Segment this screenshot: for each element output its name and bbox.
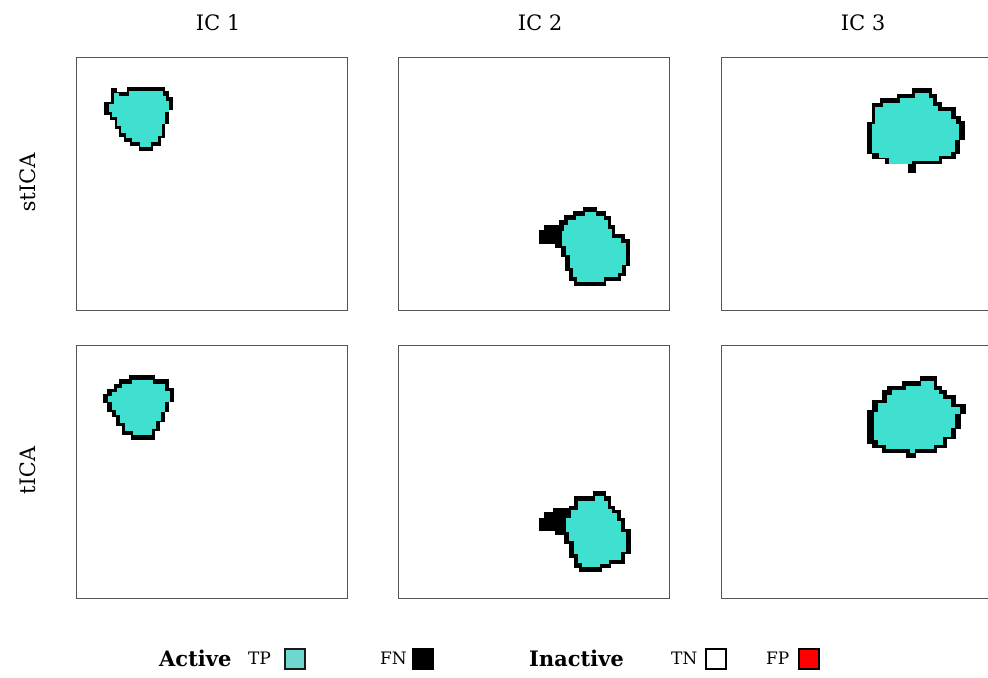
panel-tica-ic1	[76, 345, 348, 599]
legend: Active TP FN Inactive TN FP	[0, 644, 988, 674]
activation-map-tica-ic1	[103, 375, 174, 440]
legend-swatch-tn	[705, 648, 727, 670]
true-positive-region	[108, 380, 170, 435]
true-positive-region	[109, 91, 169, 147]
legend-inactive-heading: Inactive	[529, 646, 624, 671]
activation-map-stica-ic3	[867, 88, 965, 173]
legend-label-fn: FN	[380, 649, 407, 669]
row-label-tica: tICA	[16, 446, 40, 494]
panel-tica-ic3	[721, 345, 988, 599]
legend-swatch-fn	[412, 648, 434, 670]
column-header-ic3: IC 3	[840, 11, 886, 35]
panel-stica-ic2	[398, 57, 670, 311]
activation-map-stica-ic1	[104, 87, 173, 151]
true-positive-region	[874, 381, 960, 453]
column-header-ic2: IC 2	[517, 11, 563, 35]
legend-label-fp: FP	[766, 649, 790, 669]
activation-map-tica-ic3	[867, 376, 966, 458]
true-positive-region	[562, 212, 626, 282]
legend-label-tn: TN	[671, 649, 698, 669]
true-positive-region	[566, 496, 626, 567]
true-positive-region	[872, 93, 959, 164]
panel-stica-ic1	[76, 57, 348, 311]
row-label-stica: stICA	[16, 152, 40, 212]
panel-stica-ic3	[721, 57, 988, 311]
legend-swatch-tp	[284, 648, 306, 670]
panel-tica-ic2	[398, 345, 670, 599]
column-header-ic1: IC 1	[195, 11, 241, 35]
legend-active-heading: Active	[159, 646, 232, 671]
legend-swatch-fp	[798, 648, 820, 670]
legend-label-tp: TP	[248, 649, 271, 669]
activation-map-tica-ic2	[539, 491, 631, 572]
activation-map-stica-ic2	[539, 207, 630, 286]
